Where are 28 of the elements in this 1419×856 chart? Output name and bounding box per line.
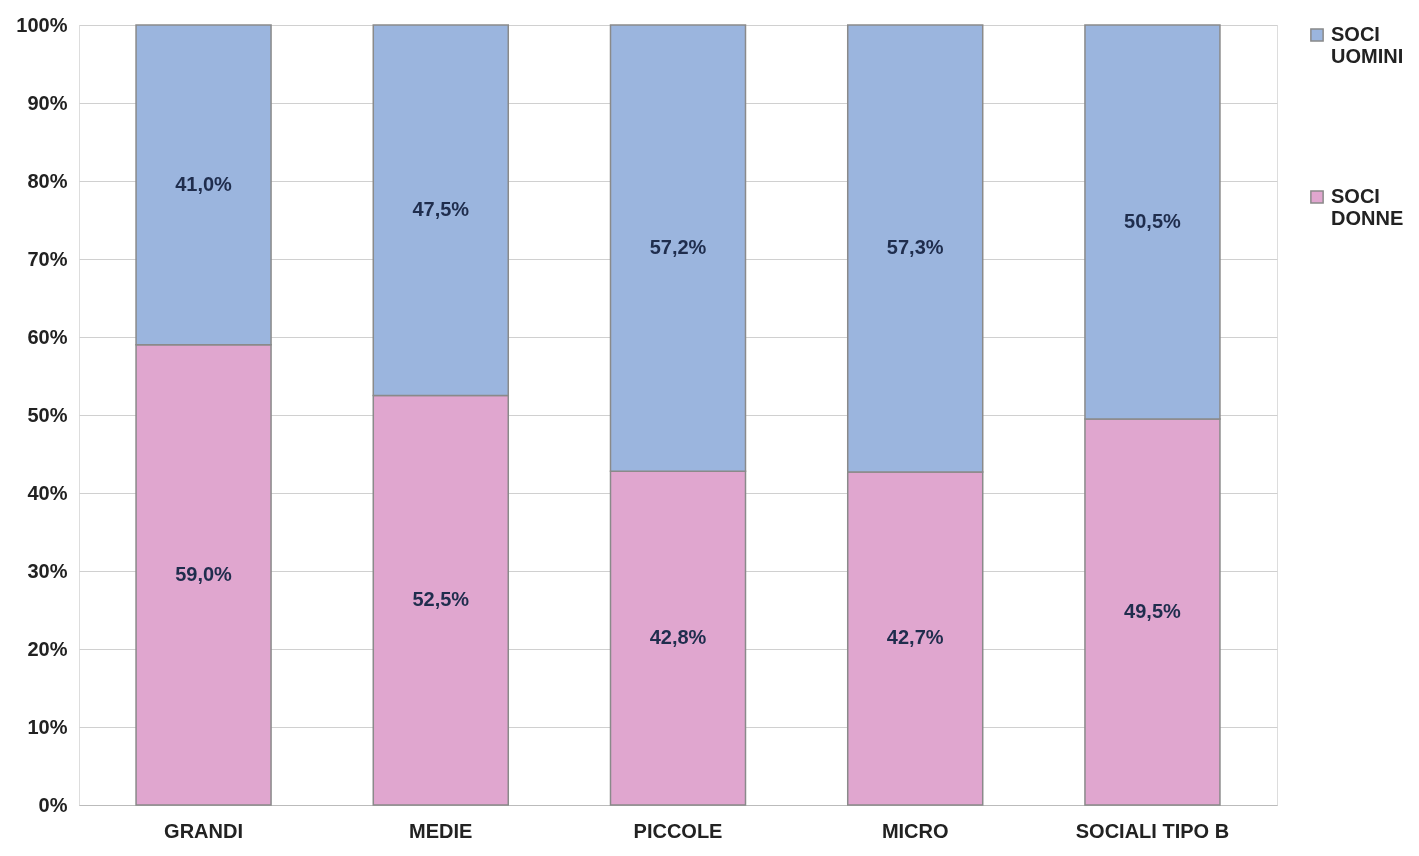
data-label: 57,2% [649,236,707,259]
y-tick-label: 70% [27,247,68,270]
data-label: 59,0% [175,562,233,585]
y-tick-label: 80% [27,169,68,192]
x-tick-label: MICRO [881,819,949,842]
y-tick-label: 50% [27,403,68,426]
x-tick-label: MEDIE [409,819,473,842]
y-tick-label: 0% [38,793,68,816]
data-label: 57,3% [886,236,944,259]
y-tick-label: 30% [27,559,68,582]
data-label: 47,5% [412,198,470,221]
data-label: 50,5% [1124,209,1182,232]
y-tick-label: 10% [27,715,68,738]
y-tick-label: 40% [27,481,68,504]
data-label: 41,0% [175,172,233,195]
data-label: 52,5% [412,588,470,611]
x-tick-label: GRANDI [164,819,243,842]
legend-label: SOCI DONNE [1331,185,1404,229]
data-label: 49,5% [1124,599,1182,622]
y-tick-label: 20% [27,637,68,660]
y-tick-label: 90% [27,91,68,114]
y-tick-label: 100% [16,13,68,36]
y-tick-label: 60% [27,325,68,348]
legend-label: SOCI UOMINI [1331,23,1404,67]
x-tick-label: PICCOLE [633,819,723,842]
data-label: 42,8% [649,626,707,649]
data-label: 42,7% [886,626,944,649]
x-tick-label: SOCIALI TIPO B [1075,819,1230,842]
